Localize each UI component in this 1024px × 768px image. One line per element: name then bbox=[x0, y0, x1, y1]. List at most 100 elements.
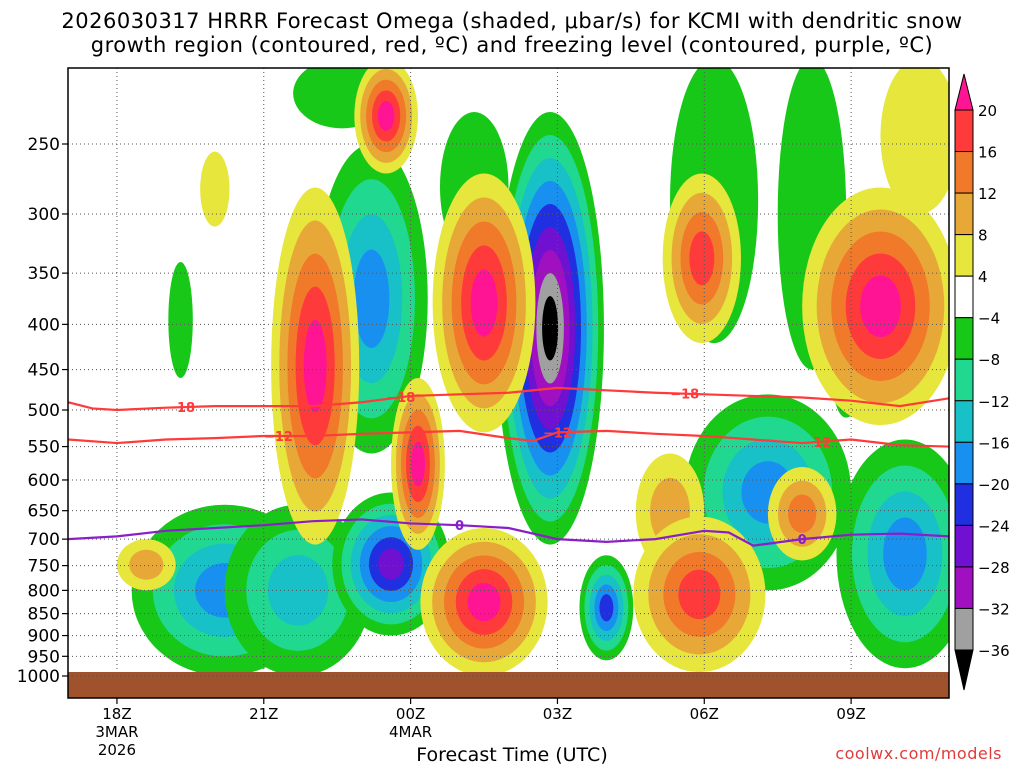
descent-lowlevel-01Z-level bbox=[467, 582, 501, 622]
contour-label: −18 bbox=[670, 388, 699, 403]
y-tick-label: 450 bbox=[28, 361, 60, 381]
colorbar-label: 20 bbox=[978, 102, 997, 120]
colorbar: 20 16 12 8 4 −4 −8 −12 −16 −20 −24 −28 −32 −36 bbox=[954, 73, 1010, 691]
colorbar-label: −28 bbox=[978, 559, 1010, 577]
colorbar-label: −20 bbox=[978, 476, 1010, 494]
colorbar-segment bbox=[954, 275, 974, 319]
colorbar-segment bbox=[954, 317, 974, 360]
colorbar-label: 16 bbox=[978, 144, 997, 162]
descent-0030Z-level bbox=[410, 441, 425, 487]
grid-lines bbox=[68, 68, 949, 677]
x-tick-label: 09Z bbox=[836, 705, 865, 723]
contour-label: −12 bbox=[802, 436, 831, 451]
ascent-green-upper-19Z bbox=[168, 261, 193, 379]
descent-06Z-upper bbox=[662, 173, 741, 344]
ascent-green-lower-east bbox=[836, 439, 949, 669]
colorbar-label: −12 bbox=[978, 393, 1010, 411]
colorbar-segment bbox=[954, 566, 974, 609]
x-tick-label: 03Z bbox=[543, 705, 572, 723]
contour-label: 0 bbox=[798, 533, 807, 548]
colorbar-segment bbox=[954, 400, 974, 443]
contour-line bbox=[68, 386, 949, 412]
colorbar-label: −16 bbox=[978, 434, 1010, 452]
descent-0030Z bbox=[391, 378, 445, 550]
x-tick-label: 21Z bbox=[249, 705, 278, 723]
x-tick-date-label: 4MAR bbox=[389, 723, 432, 741]
descent-19Z-low bbox=[116, 539, 176, 591]
colorbar-segment bbox=[954, 109, 974, 153]
ascent-green-upper-19Z-level bbox=[168, 261, 193, 379]
ascent-green-2030Z-level bbox=[353, 249, 390, 348]
y-tick-label: 750 bbox=[28, 557, 60, 577]
y-tick-label: 650 bbox=[28, 502, 60, 522]
x-tick-date-label: 3MAR bbox=[95, 723, 138, 741]
colorbar-segment bbox=[954, 192, 974, 236]
y-axis: 2503003504004505005506006507007508008509… bbox=[17, 135, 68, 687]
descent-lowlevel-01Z bbox=[420, 527, 548, 676]
ascent-green-lower-east-level bbox=[883, 517, 927, 591]
contour-line bbox=[68, 429, 949, 448]
colorbar-label: −4 bbox=[978, 310, 1000, 328]
descent-2300Z-upper-level bbox=[377, 101, 395, 131]
descent-0730Z-level bbox=[788, 494, 817, 533]
y-tick-label: 250 bbox=[28, 135, 60, 155]
descent-0130Z-level bbox=[470, 269, 498, 337]
colorbar-label: −24 bbox=[978, 517, 1010, 535]
descent-09Z-upper bbox=[802, 187, 949, 426]
chart-title-line-1: 2026030317 HRRR Forecast Omega (shaded, … bbox=[61, 9, 963, 33]
descent-0530Z-low bbox=[633, 516, 766, 673]
descent-0530Z-low-level bbox=[678, 569, 721, 620]
contour-line bbox=[68, 518, 949, 547]
colorbar-segment bbox=[954, 441, 974, 485]
y-tick-label: 350 bbox=[28, 264, 60, 284]
colorbar-label: −8 bbox=[978, 351, 1000, 369]
contour-label: 0 bbox=[455, 519, 464, 534]
x-tick-label: 18Z bbox=[102, 705, 131, 723]
descent-2300Z-upper bbox=[354, 68, 418, 174]
colorbar-top-arrow bbox=[954, 73, 974, 111]
descent-east-upper-level bbox=[880, 68, 949, 214]
ascent-green-0430Z-level bbox=[599, 594, 614, 622]
descent-1930Z-upper-level bbox=[200, 151, 230, 227]
colorbar-segment bbox=[954, 234, 974, 277]
y-tick-label: 1000 bbox=[17, 667, 60, 687]
y-tick-label: 550 bbox=[28, 438, 60, 458]
y-tick-label: 300 bbox=[28, 205, 60, 225]
y-tick-label: 900 bbox=[28, 627, 60, 647]
omega-shading bbox=[68, 68, 949, 698]
y-tick-label: 600 bbox=[28, 471, 60, 491]
y-tick-label: 800 bbox=[28, 581, 60, 601]
colorbar-label: 12 bbox=[978, 185, 997, 203]
x-tick-label: 00Z bbox=[396, 705, 425, 723]
temperature-contours: −18 −18 −18 −12 −12 −12 0 0 bbox=[68, 386, 949, 548]
chart-title-line-2: growth region (contoured, red, ºC) and f… bbox=[90, 33, 934, 57]
colorbar-bottom-arrow bbox=[954, 649, 974, 691]
contour-label: −18 bbox=[386, 391, 415, 406]
descent-19Z-low-level bbox=[129, 549, 164, 580]
descent-2130Z-level bbox=[303, 319, 327, 413]
y-tick-label: 700 bbox=[28, 530, 60, 550]
contour-label: −12 bbox=[264, 430, 293, 445]
colorbar-segment bbox=[954, 607, 974, 651]
contour-label: −18 bbox=[166, 401, 195, 416]
descent-0130Z bbox=[432, 173, 536, 433]
y-tick-label: 950 bbox=[28, 647, 60, 667]
x-axis-label: Forecast Time (UTC) bbox=[416, 744, 608, 766]
ascent-green-low-21Z-level bbox=[267, 555, 329, 626]
plot-frame bbox=[67, 67, 950, 699]
y-tick-label: 400 bbox=[28, 315, 60, 335]
x-tick-label: 06Z bbox=[690, 705, 719, 723]
y-tick-label: 850 bbox=[28, 605, 60, 625]
x-tick-year-label: 2026 bbox=[98, 741, 136, 759]
colorbar-label: −32 bbox=[978, 600, 1010, 618]
ascent-green-0430Z bbox=[579, 555, 634, 661]
colorbar-label: −36 bbox=[978, 642, 1010, 660]
ascent-core-0230Z-level bbox=[542, 296, 559, 361]
descent-09Z-upper-level bbox=[860, 275, 901, 338]
descent-east-upper bbox=[880, 68, 949, 214]
contour-label: −12 bbox=[543, 426, 572, 441]
colorbar-segment bbox=[954, 358, 974, 402]
colorbar-segment bbox=[954, 524, 974, 568]
